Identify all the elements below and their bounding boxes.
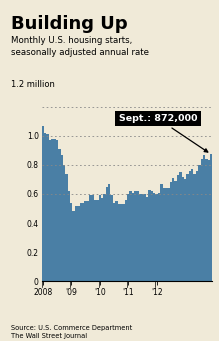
Text: 1.2 million: 1.2 million: [11, 80, 55, 89]
Bar: [210, 154, 212, 281]
Bar: [96, 200, 99, 281]
Text: Sept.: 872,000: Sept.: 872,000: [119, 114, 208, 152]
Bar: [63, 165, 65, 281]
Bar: [106, 187, 108, 281]
Bar: [127, 194, 129, 281]
Bar: [118, 204, 120, 281]
Bar: [201, 159, 203, 281]
Bar: [182, 177, 184, 281]
Bar: [208, 161, 210, 281]
Bar: [99, 195, 101, 281]
Bar: [120, 204, 122, 281]
Bar: [44, 133, 46, 281]
Bar: [189, 171, 191, 281]
Bar: [46, 134, 49, 281]
Bar: [155, 194, 158, 281]
Bar: [184, 179, 186, 281]
Bar: [115, 201, 118, 281]
Bar: [148, 190, 151, 281]
Bar: [160, 184, 162, 281]
Bar: [158, 193, 160, 281]
Bar: [94, 200, 96, 281]
Bar: [172, 178, 175, 281]
Text: Building Up: Building Up: [11, 15, 128, 33]
Bar: [146, 197, 148, 281]
Bar: [136, 191, 139, 281]
Bar: [42, 125, 44, 281]
Bar: [205, 159, 208, 281]
Bar: [91, 195, 94, 281]
Bar: [51, 139, 53, 281]
Bar: [129, 191, 132, 281]
Bar: [89, 195, 92, 281]
Bar: [65, 174, 68, 281]
Bar: [191, 169, 193, 281]
Bar: [179, 172, 182, 281]
Bar: [141, 194, 144, 281]
Bar: [101, 198, 103, 281]
Bar: [75, 206, 77, 281]
Bar: [151, 191, 153, 281]
Bar: [72, 211, 75, 281]
Bar: [167, 188, 170, 281]
Bar: [82, 203, 84, 281]
Bar: [103, 194, 106, 281]
Bar: [177, 175, 179, 281]
Bar: [134, 191, 136, 281]
Bar: [53, 139, 56, 281]
Text: Source: U.S. Commerce Department
The Wall Street Journal: Source: U.S. Commerce Department The Wal…: [11, 325, 132, 339]
Bar: [193, 174, 196, 281]
Bar: [108, 184, 110, 281]
Bar: [84, 201, 87, 281]
Bar: [113, 203, 115, 281]
Bar: [186, 174, 189, 281]
Bar: [132, 193, 134, 281]
Bar: [49, 140, 51, 281]
Bar: [153, 193, 155, 281]
Bar: [175, 181, 177, 281]
Bar: [68, 191, 70, 281]
Bar: [70, 203, 72, 281]
Bar: [87, 201, 89, 281]
Bar: [77, 206, 79, 281]
Bar: [162, 188, 165, 281]
Bar: [198, 165, 201, 281]
Bar: [144, 194, 146, 281]
Bar: [196, 171, 198, 281]
Bar: [139, 194, 141, 281]
Bar: [56, 140, 58, 281]
Bar: [122, 204, 125, 281]
Bar: [165, 188, 167, 281]
Bar: [203, 155, 205, 281]
Bar: [58, 149, 61, 281]
Text: Monthly U.S. housing starts,
seasonally adjusted annual rate: Monthly U.S. housing starts, seasonally …: [11, 36, 149, 57]
Bar: [61, 155, 63, 281]
Bar: [110, 195, 113, 281]
Bar: [79, 203, 82, 281]
Bar: [170, 182, 172, 281]
Bar: [125, 200, 127, 281]
